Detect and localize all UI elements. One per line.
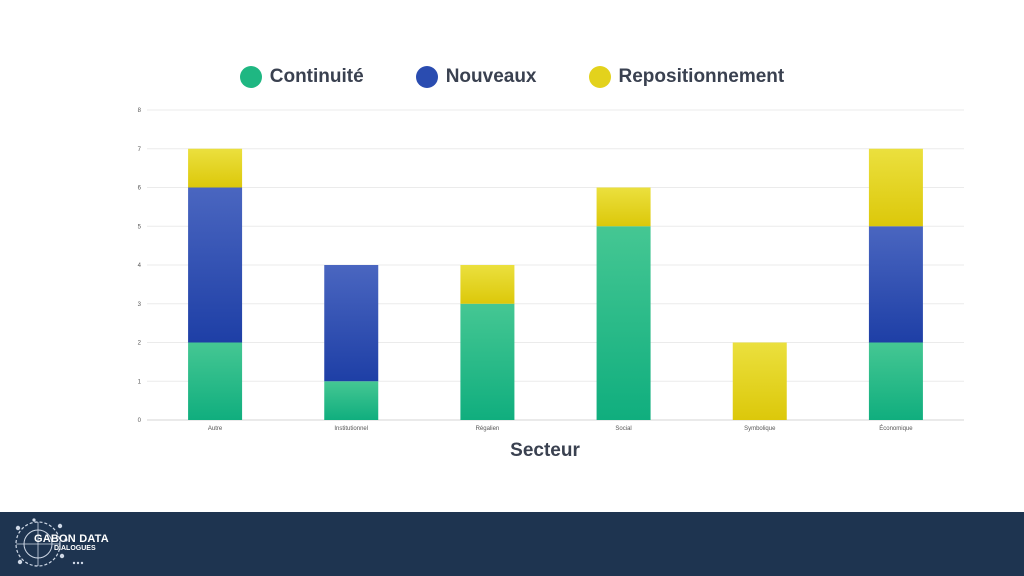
y-tick-label: 3 bbox=[138, 302, 142, 308]
y-tick-label: 6 bbox=[138, 186, 142, 192]
x-axis-title: Secteur bbox=[510, 440, 580, 461]
gridlines bbox=[147, 109, 964, 421]
footer-bar bbox=[0, 512, 1024, 576]
bar-segment bbox=[596, 187, 651, 227]
y-tick-label: 7 bbox=[138, 147, 142, 153]
y-tick-label: 1 bbox=[138, 379, 142, 385]
legend-swatch-nouveaux bbox=[415, 66, 438, 88]
x-tick-label: Social bbox=[615, 426, 631, 432]
x-tick-label: Symbolique bbox=[744, 426, 776, 432]
logo-text-line1: GABON DATA bbox=[34, 533, 109, 545]
bar-segment bbox=[188, 187, 243, 343]
bar-segment bbox=[868, 148, 923, 227]
bar-segment bbox=[868, 342, 923, 420]
y-tick-label: 0 bbox=[138, 418, 142, 424]
chart-legend: Continuité Nouveaux Repositionnement bbox=[0, 60, 1024, 94]
logo-text-line2: DIALOGUES bbox=[54, 545, 96, 552]
legend-swatch-continuite bbox=[239, 66, 262, 88]
bar-segment bbox=[324, 265, 379, 382]
legend-item-repositionnement: Repositionnement bbox=[588, 66, 785, 88]
bar-segment bbox=[460, 265, 515, 304]
x-tick-label: Autre bbox=[208, 426, 223, 432]
y-tick-label: 4 bbox=[138, 263, 142, 269]
legend-label-nouveaux: Nouveaux bbox=[445, 66, 537, 87]
bar-segment bbox=[188, 148, 243, 188]
bar-segment bbox=[732, 342, 787, 420]
bars bbox=[188, 148, 923, 420]
y-tick-label: 8 bbox=[138, 108, 142, 114]
legend-item-continuite: Continuité bbox=[239, 66, 364, 88]
legend-swatch-repositionnement bbox=[588, 66, 611, 88]
gabon-data-dialogues-logo-icon bbox=[15, 518, 84, 567]
x-tick-label: Régalien bbox=[476, 426, 500, 432]
axis-labels: 0 1 2 3 4 5 6 7 8 Autre Institutionnel Régalien Soci… bbox=[138, 108, 914, 432]
bar-segment bbox=[324, 381, 379, 420]
stacked-bar-chart: 0 1 2 3 4 5 6 7 8 Autre Institutionnel Régalien Soci… bbox=[138, 108, 964, 461]
x-tick-label: Institutionnel bbox=[334, 426, 368, 432]
bar-segment bbox=[188, 342, 243, 420]
bar-segment bbox=[868, 226, 923, 343]
bar-segment bbox=[460, 303, 515, 420]
legend-label-continuite: Continuité bbox=[269, 66, 364, 87]
y-tick-label: 2 bbox=[138, 341, 142, 347]
legend-item-nouveaux: Nouveaux bbox=[415, 66, 537, 88]
y-tick-label: 5 bbox=[138, 224, 142, 230]
bar-segment bbox=[596, 226, 651, 420]
legend-label-repositionnement: Repositionnement bbox=[618, 66, 785, 87]
x-tick-label: Économique bbox=[879, 425, 913, 432]
